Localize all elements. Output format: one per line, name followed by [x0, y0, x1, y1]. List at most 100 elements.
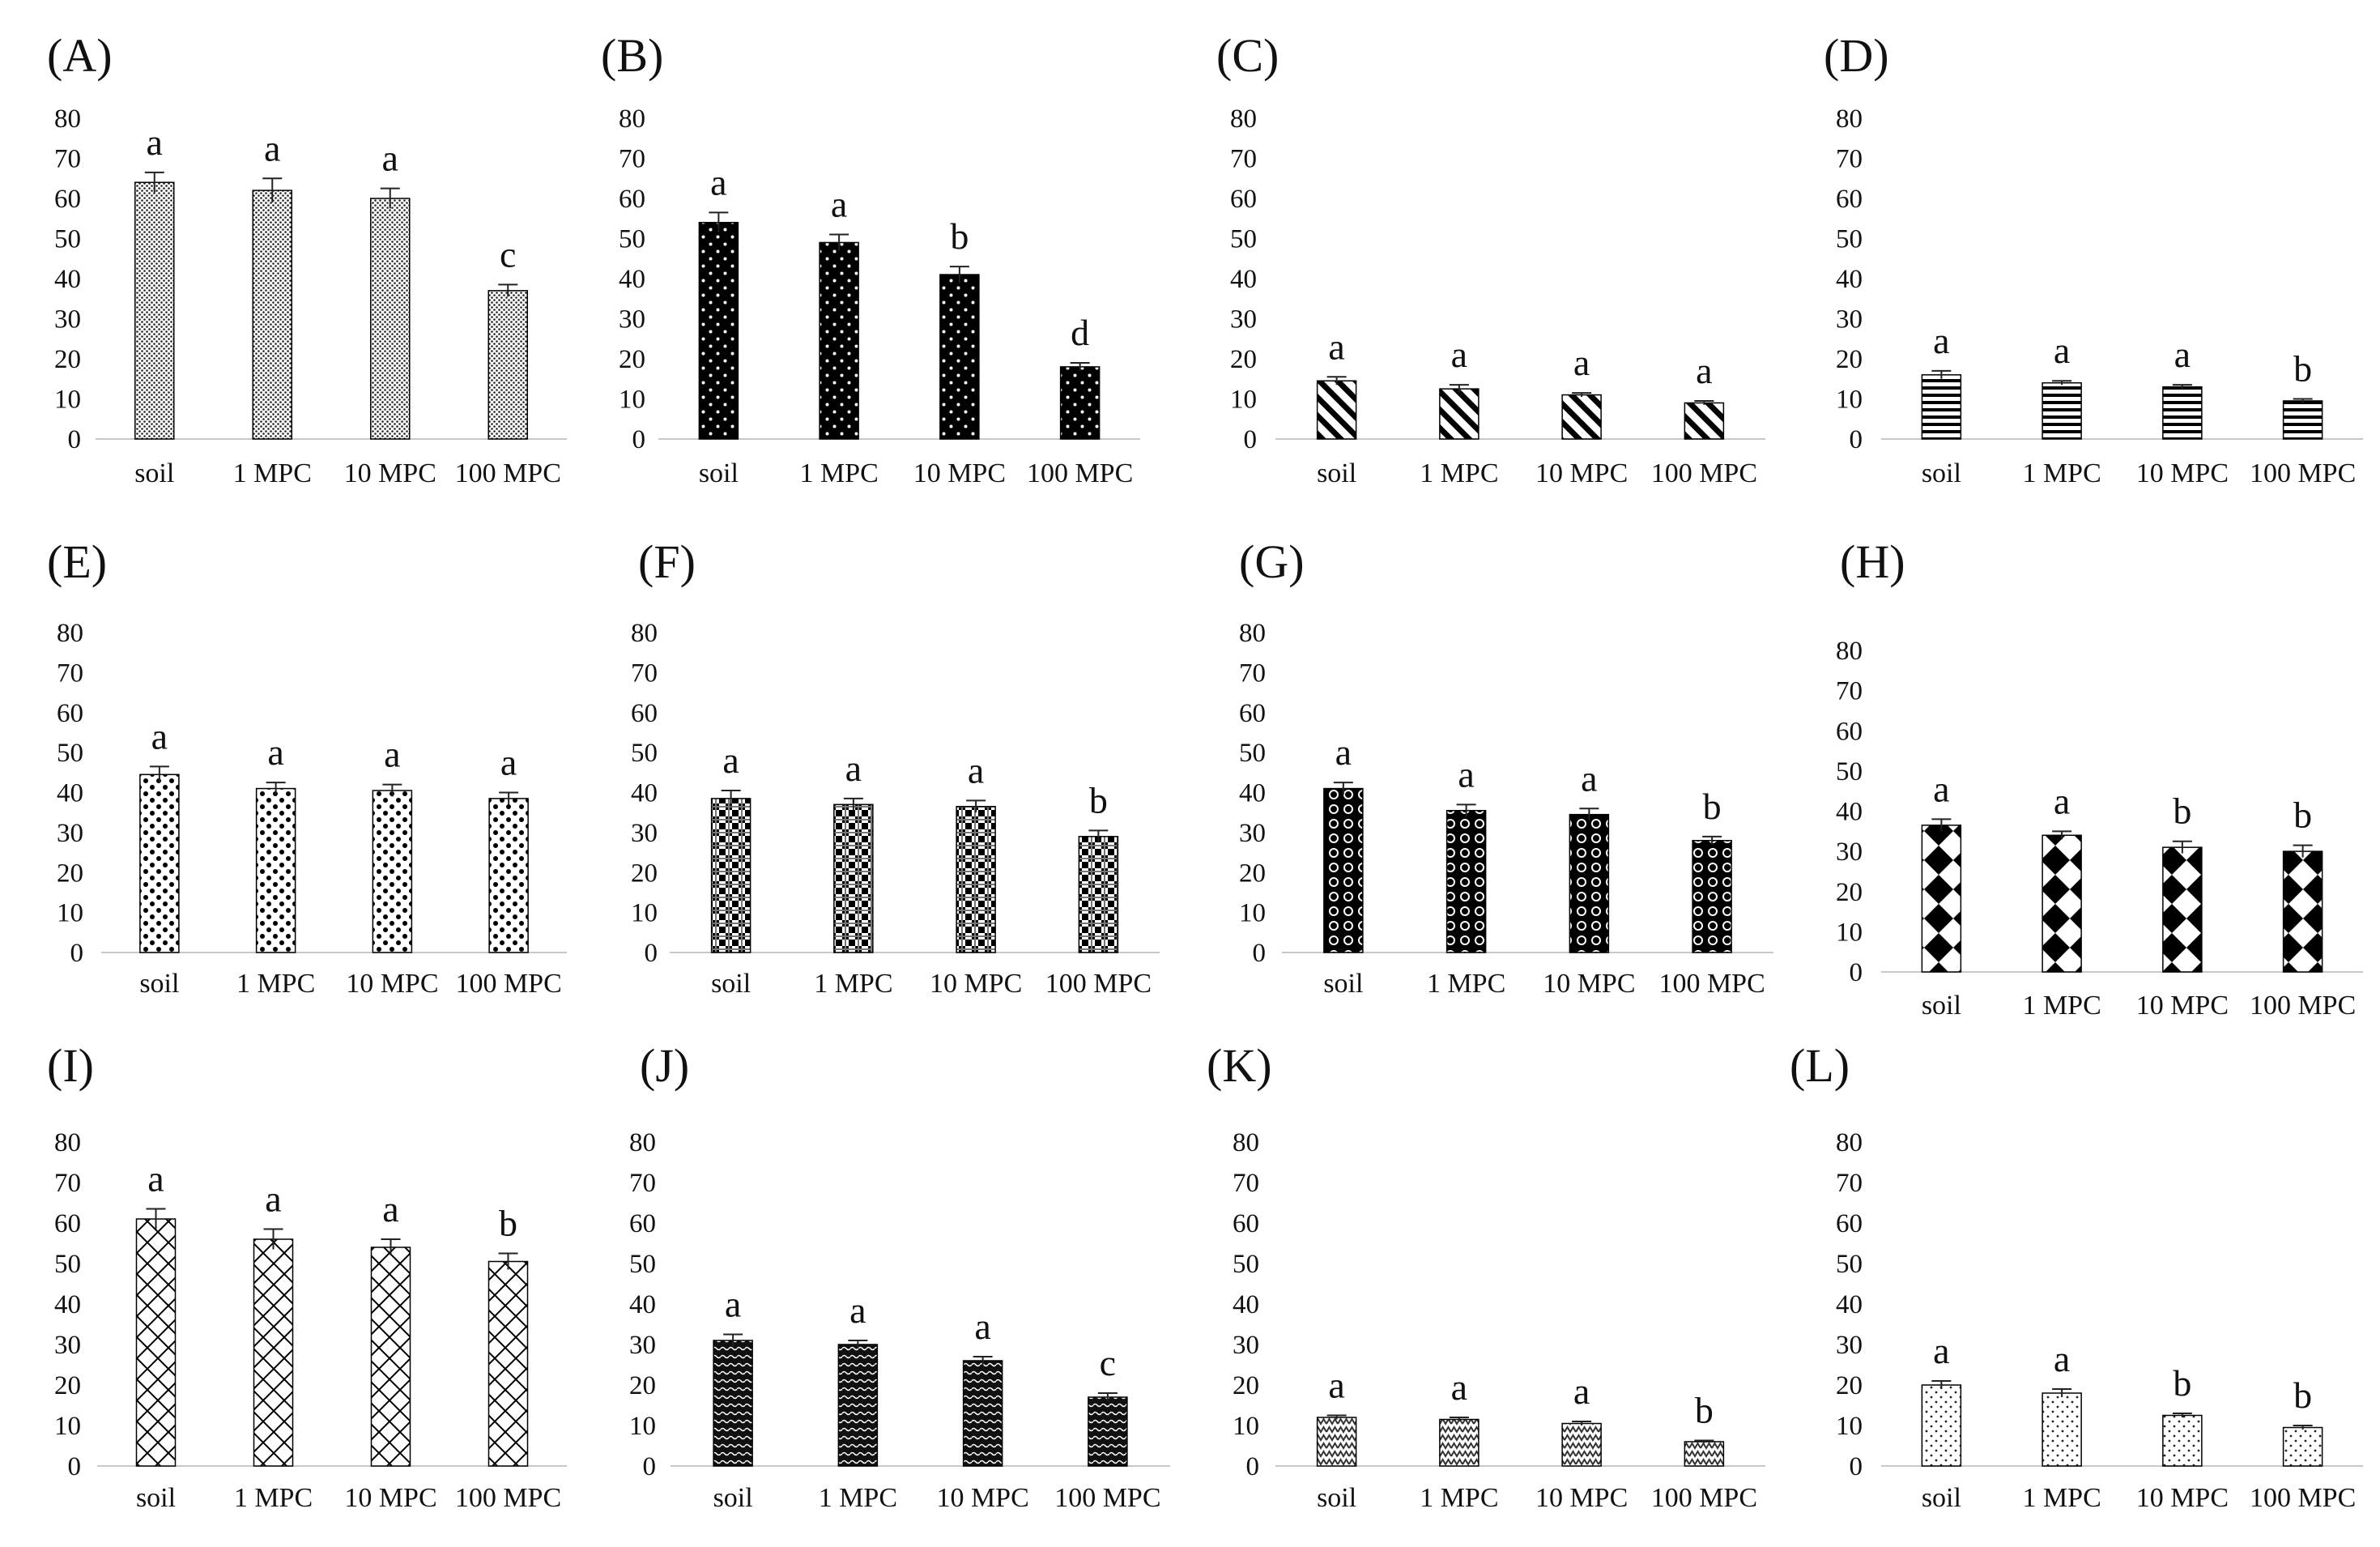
y-tick-label: 30 — [631, 819, 658, 848]
panel-f: (F) 0 10 20 30 40 50 60 70 80 a soil a 1 MPC a 10 MPC b 1… — [631, 535, 1160, 999]
bar — [1692, 840, 1732, 953]
y-tick-label: 60 — [1230, 185, 1257, 214]
y-tick-label: 70 — [1233, 1169, 1259, 1198]
significance-letter: a — [1933, 768, 1949, 809]
significance-letter: a — [1573, 1370, 1590, 1412]
y-tick-label: 40 — [1836, 1290, 1863, 1319]
x-category-label: 10 MPC — [1535, 458, 1628, 488]
bar — [1078, 836, 1119, 953]
x-category-label: 10 MPC — [1535, 1483, 1628, 1513]
y-tick-label: 60 — [631, 699, 658, 728]
bar — [1921, 374, 1962, 440]
y-tick-label: 20 — [1233, 1371, 1259, 1400]
significance-letter: c — [500, 233, 516, 275]
y-tick-label: 80 — [1836, 104, 1863, 134]
x-category-label: 1 MPC — [1420, 1483, 1498, 1513]
y-tick-label: 20 — [1239, 859, 1266, 888]
bar — [487, 290, 528, 440]
bar — [1088, 1396, 1128, 1467]
y-tick-label: 20 — [1836, 1371, 1863, 1400]
panel-label: (J) — [640, 1039, 689, 1092]
significance-letter: a — [147, 121, 163, 163]
y-tick-label: 10 — [619, 386, 645, 415]
significance-letter: a — [384, 734, 400, 775]
significance-letter: a — [1451, 1366, 1467, 1408]
significance-letter: a — [845, 748, 862, 789]
bar — [1439, 388, 1480, 440]
y-tick-label: 30 — [629, 1331, 656, 1360]
y-tick-label: 10 — [1836, 386, 1863, 415]
y-tick-label: 20 — [1836, 345, 1863, 374]
x-category-label: 10 MPC — [2136, 991, 2229, 1021]
bar — [2282, 400, 2323, 440]
y-tick-label: 50 — [1239, 739, 1266, 768]
y-tick-label: 80 — [619, 104, 645, 134]
bar — [252, 190, 292, 440]
y-tick-label: 80 — [1836, 637, 1863, 666]
y-tick-label: 80 — [57, 619, 83, 648]
x-category-label: 100 MPC — [1027, 458, 1133, 488]
panel-d: (D) 0 10 20 30 40 50 60 70 80 a soil a 1 MPC a 10 MPC b 1… — [1824, 29, 2363, 488]
x-category-label: 1 MPC — [1420, 458, 1498, 488]
significance-letter: a — [968, 749, 984, 791]
y-tick-label: 10 — [1233, 1412, 1259, 1441]
significance-letter: b — [2293, 1374, 2312, 1416]
bar — [962, 1360, 1003, 1467]
y-tick-label: 40 — [1233, 1290, 1259, 1319]
bar — [135, 1218, 177, 1467]
x-category-label: 10 MPC — [346, 969, 438, 999]
y-tick-label: 50 — [1836, 225, 1863, 254]
bar — [1439, 1418, 1480, 1467]
y-tick-label: 50 — [631, 739, 658, 768]
y-tick-label: 60 — [1836, 717, 1863, 746]
y-tick-label: 40 — [57, 779, 83, 808]
y-tick-label: 40 — [1239, 779, 1266, 808]
y-tick-label: 20 — [1836, 878, 1863, 907]
y-tick-label: 70 — [629, 1169, 656, 1198]
bar — [713, 1340, 753, 1467]
significance-letter: a — [382, 1188, 398, 1230]
bar — [370, 198, 411, 440]
y-tick-label: 50 — [54, 1250, 81, 1279]
y-tick-label: 80 — [54, 104, 81, 134]
x-category-label: 1 MPC — [236, 969, 315, 999]
x-category-label: 10 MPC — [930, 969, 1022, 999]
panel-label: (G) — [1239, 535, 1305, 588]
y-tick-label: 50 — [619, 225, 645, 254]
significance-letter: a — [147, 1158, 164, 1200]
significance-letter: a — [1696, 350, 1712, 391]
y-tick-label: 20 — [629, 1371, 656, 1400]
significance-letter: a — [1573, 342, 1590, 383]
panel-label: (B) — [601, 29, 663, 82]
significance-letter: a — [2054, 330, 2070, 371]
panel-k: (K) 0 10 20 30 40 50 60 70 80 a soil a 1 MPC a 10 MPC b 1… — [1207, 1039, 1765, 1513]
significance-letter: a — [2054, 1338, 2070, 1379]
y-tick-label: 40 — [619, 265, 645, 294]
significance-letter: a — [1451, 334, 1467, 375]
x-category-label: 1 MPC — [2022, 991, 2101, 1021]
x-category-label: 10 MPC — [2136, 458, 2229, 488]
significance-letter: a — [722, 739, 739, 781]
significance-letter: a — [1458, 753, 1474, 795]
significance-letter: b — [2293, 795, 2312, 836]
significance-letter: a — [500, 742, 517, 783]
panel-a: (A) 0 10 20 30 40 50 60 70 80 a soil a 1 MPC a 10 MPC c 1… — [47, 29, 567, 488]
y-tick-label: 30 — [54, 1331, 81, 1360]
bar — [2042, 381, 2082, 440]
x-category-label: 1 MPC — [233, 458, 312, 488]
significance-letter: b — [2293, 348, 2312, 390]
y-tick-label: 80 — [1230, 104, 1257, 134]
panel-e: (E) 0 10 20 30 40 50 60 70 80 a soil a 1 MPC a 10 MPC a 1… — [47, 535, 567, 999]
panel-label: (C) — [1216, 29, 1279, 82]
y-tick-label: 40 — [1230, 265, 1257, 294]
y-tick-label: 40 — [1836, 798, 1863, 827]
y-tick-label: 70 — [631, 658, 658, 688]
x-category-label: soil — [711, 969, 751, 999]
x-category-label: 10 MPC — [344, 458, 436, 488]
y-tick-label: 10 — [1239, 899, 1266, 928]
x-category-label: 10 MPC — [936, 1483, 1028, 1513]
bar — [833, 803, 874, 953]
x-category-label: 100 MPC — [455, 969, 561, 999]
panel-label: (E) — [47, 535, 107, 588]
